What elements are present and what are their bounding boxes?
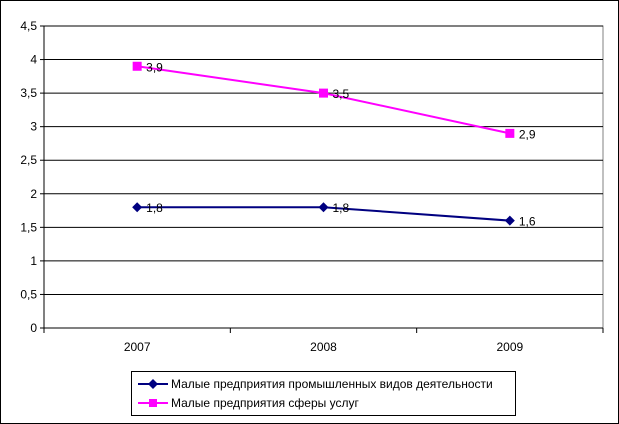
legend: Малые предприятия промышленных видов дея… xyxy=(131,371,516,416)
data-label: 1,6 xyxy=(519,215,536,229)
y-tick-label: 4,5 xyxy=(20,19,37,33)
x-tick-label: 2008 xyxy=(310,340,337,354)
data-point-square xyxy=(319,88,328,98)
data-point-square xyxy=(505,128,515,138)
legend-label-industrial: Малые предприятия промышленных видов дея… xyxy=(171,377,493,391)
y-tick-label: 0,5 xyxy=(20,287,37,301)
data-label: 1,8 xyxy=(333,201,350,215)
y-tick-label: 3,5 xyxy=(20,86,37,100)
y-tick-label: 1 xyxy=(30,254,37,268)
data-label: 3,5 xyxy=(333,87,350,101)
y-tick-label: 4 xyxy=(30,53,37,67)
legend-swatch-square-icon xyxy=(138,396,168,410)
data-point-diamond xyxy=(504,215,515,226)
y-tick-label: 3 xyxy=(30,120,37,134)
y-tick-label: 0 xyxy=(30,321,37,335)
data-point-diamond xyxy=(132,202,143,213)
legend-label-services: Малые предприятия сферы услуг xyxy=(171,396,359,410)
data-label: 1,8 xyxy=(146,201,163,215)
legend-item-industrial: Малые предприятия промышленных видов дея… xyxy=(138,375,493,393)
data-point-square xyxy=(132,61,142,71)
series-line-1 xyxy=(137,65,511,135)
data-label: 2,9 xyxy=(519,127,536,141)
x-tick-label: 2007 xyxy=(124,340,151,354)
legend-item-services: Малые предприятия сферы услуг xyxy=(138,394,359,412)
plot-area xyxy=(43,25,604,329)
y-tick-label: 2,5 xyxy=(20,153,37,167)
data-point-diamond xyxy=(318,202,329,213)
data-label: 3,9 xyxy=(146,60,163,74)
legend-swatch-diamond-icon xyxy=(138,377,168,391)
x-tick-label: 2009 xyxy=(496,340,523,354)
y-tick-label: 2 xyxy=(30,187,37,201)
y-tick-label: 1,5 xyxy=(20,220,37,234)
